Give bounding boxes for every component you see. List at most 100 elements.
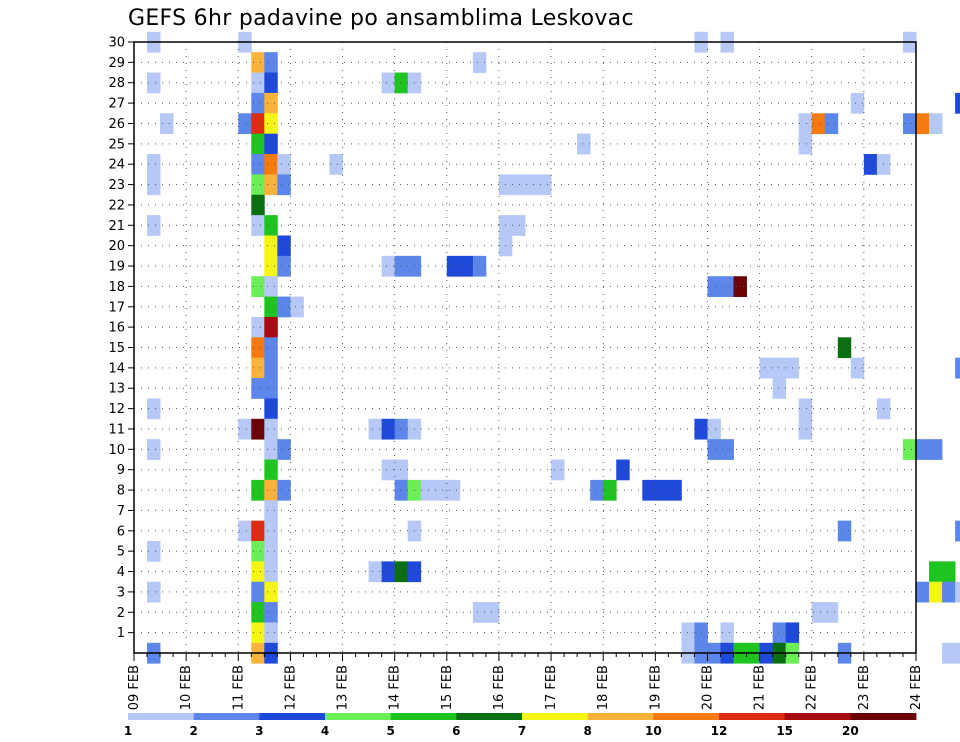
colorbar-segment — [193, 713, 260, 720]
colorbar-label: 4 — [321, 724, 329, 738]
heatmap-cell — [707, 439, 721, 460]
heatmap-cell — [942, 642, 956, 664]
heatmap-cell — [277, 154, 291, 175]
heatmap-cell — [942, 561, 956, 583]
y-tick-label: 15 — [108, 341, 125, 356]
heatmap-cell — [264, 255, 278, 277]
heatmap-cell — [798, 113, 813, 135]
y-tick-label: 16 — [108, 321, 125, 336]
heatmap-cell — [759, 357, 774, 379]
y-tick-label: 14 — [108, 361, 125, 376]
heatmap-cell — [264, 622, 278, 644]
y-tick-label: 11 — [108, 422, 125, 437]
heatmap-cell — [955, 92, 960, 114]
heatmap-cell — [251, 174, 265, 196]
y-tick-label: 13 — [108, 382, 125, 397]
heatmap-cell — [147, 540, 161, 562]
heatmap-cell — [681, 622, 695, 644]
heatmap-cell — [277, 296, 291, 318]
heatmap-cell — [472, 52, 487, 73]
heatmap-cell — [772, 357, 787, 379]
heatmap-cell — [251, 215, 265, 236]
heatmap-cell — [772, 622, 787, 644]
heatmap-cell — [264, 72, 278, 94]
heatmap-cell — [485, 602, 500, 623]
y-tick-label: 27 — [108, 97, 125, 112]
colorbar-segment — [719, 713, 786, 720]
y-tick-label: 12 — [108, 402, 125, 417]
heatmap-cell — [251, 276, 265, 297]
heatmap-cell — [733, 276, 747, 297]
heatmap-cell — [329, 154, 343, 175]
heatmap-cell — [811, 113, 826, 135]
heatmap-cell — [837, 337, 852, 359]
heatmap-cell — [811, 602, 826, 623]
heatmap-cell — [446, 255, 461, 277]
heatmap-cell — [264, 174, 278, 196]
heatmap-cell — [160, 113, 174, 135]
heatmap-cell — [472, 602, 487, 623]
heatmap-cell — [264, 52, 278, 73]
heatmap-cell — [264, 92, 278, 114]
x-tick-label: 16 FEB — [492, 665, 507, 710]
heatmap-cell — [147, 154, 161, 175]
y-tick-label: 6 — [117, 524, 125, 539]
y-tick-label: 20 — [108, 239, 125, 254]
heatmap-cell — [264, 113, 278, 135]
y-tick-label: 4 — [117, 565, 125, 580]
colorbar-label: 8 — [583, 724, 591, 738]
heatmap-cell — [251, 418, 265, 440]
y-tick-label: 7 — [117, 504, 125, 519]
heatmap-cell — [916, 581, 930, 603]
heatmap-cell — [720, 276, 734, 297]
heatmap-cell — [251, 92, 265, 114]
heatmap-cell — [955, 357, 960, 379]
colorbar-segment — [653, 713, 720, 720]
colorbar-label: 12 — [711, 724, 728, 738]
heatmap-cell — [251, 520, 265, 542]
heatmap-cell — [251, 194, 265, 216]
heatmap-cell — [798, 398, 813, 420]
colorbar-segment — [456, 713, 523, 720]
colorbar-segment — [784, 713, 851, 720]
colorbar-label: 1 — [124, 724, 132, 738]
heatmap-cell — [381, 255, 396, 277]
heatmap-cell — [264, 398, 278, 420]
heatmap-cell — [668, 479, 682, 501]
y-tick-label: 22 — [108, 198, 125, 213]
heatmap-cell — [798, 133, 813, 155]
heatmap-cell — [264, 378, 278, 399]
colorbar-segment — [128, 713, 195, 720]
heatmap-cell — [264, 133, 278, 155]
heatmap-cell — [264, 316, 278, 338]
heatmap-cell — [577, 133, 591, 155]
y-tick-label: 10 — [108, 443, 125, 458]
heatmap-cell — [511, 174, 526, 196]
colorbar-segment — [850, 713, 917, 720]
heatmap-cell — [277, 255, 291, 277]
heatmap-cell — [147, 174, 161, 196]
y-tick-label: 9 — [117, 463, 125, 478]
heatmap-cell — [147, 439, 161, 460]
heatmap-cell — [251, 581, 265, 603]
heatmap-cell — [459, 255, 474, 277]
heatmap-cell — [538, 174, 552, 196]
heatmap-cell — [955, 520, 960, 542]
colorbar: 1 2 3 4 5 6 7 8 10 12 15 20 — [124, 713, 917, 738]
heatmap-cell — [277, 439, 291, 460]
y-tick-label: 26 — [108, 117, 125, 132]
x-tick-label: 24 FEB — [909, 665, 924, 710]
y-tick-label: 18 — [108, 280, 125, 295]
heatmap-cell — [251, 357, 265, 379]
heatmap-cell — [251, 133, 265, 155]
heatmap-cell — [929, 439, 943, 460]
heatmap-cell — [238, 418, 252, 440]
y-tick-label: 29 — [108, 56, 125, 71]
y-tick-label: 24 — [108, 158, 125, 173]
heatmap-cell — [368, 561, 383, 583]
heatmap-cell — [525, 174, 539, 196]
heatmap-cell — [381, 561, 396, 583]
heatmap-cell — [368, 418, 383, 440]
x-tick-label: 09 FEB — [127, 665, 142, 710]
